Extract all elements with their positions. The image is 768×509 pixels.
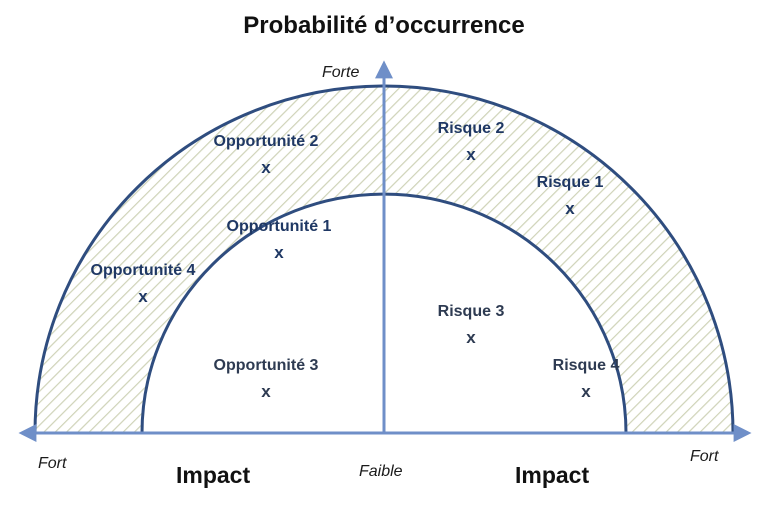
axis-left-label: Fort: [38, 455, 67, 472]
hatched-ring: [35, 86, 733, 433]
item-marker: x: [581, 382, 591, 401]
item-risque-3: Risque 3 x: [391, 299, 551, 351]
item-marker: x: [138, 287, 148, 306]
item-marker: x: [274, 243, 284, 262]
diagram-title: Probabilité d’occurrence: [243, 12, 525, 39]
axis-top-label: Forte: [322, 64, 360, 81]
item-risque-2: Risque 2 x: [391, 116, 551, 168]
axis-center-label: Faible: [359, 463, 403, 480]
item-label: Risque 1: [536, 174, 604, 191]
item-label: Risque 2: [437, 120, 505, 137]
item-marker: x: [565, 199, 575, 218]
item-opportunite-1: Opportunité 1 x: [199, 214, 359, 266]
impact-right-label: Impact: [515, 462, 590, 488]
item-opportunite-4: Opportunité 4 x: [63, 258, 223, 310]
item-label: Risque 3: [437, 303, 505, 320]
item-label: Opportunité 4: [90, 262, 196, 279]
item-marker: x: [261, 158, 271, 177]
item-marker: x: [466, 328, 476, 347]
item-risque-4: Risque 4 x: [506, 353, 666, 405]
item-opportunite-2: Opportunité 2 x: [186, 129, 346, 181]
item-label: Risque 4: [552, 357, 620, 374]
item-marker: x: [261, 382, 271, 401]
item-opportunite-3: Opportunité 3 x: [186, 353, 346, 405]
item-label: Opportunité 3: [213, 357, 319, 374]
impact-left-label: Impact: [176, 462, 251, 488]
item-risque-1: Risque 1 x: [490, 170, 650, 222]
axis-right-label: Fort: [690, 448, 719, 465]
item-label: Opportunité 2: [213, 133, 319, 150]
item-label: Opportunité 1: [226, 218, 332, 235]
item-marker: x: [466, 145, 476, 164]
